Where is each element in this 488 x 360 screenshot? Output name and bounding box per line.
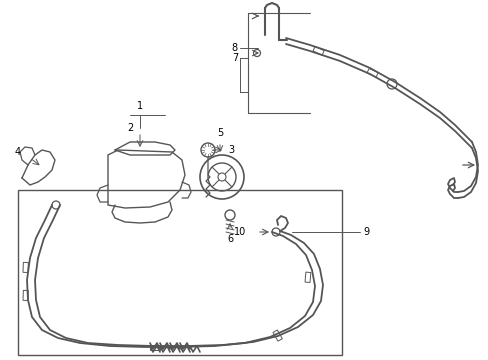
Bar — [23, 262, 28, 273]
Text: 3: 3 — [227, 145, 234, 155]
Text: 8: 8 — [231, 43, 238, 53]
Text: 10: 10 — [233, 227, 245, 237]
Text: 4: 4 — [15, 147, 21, 157]
Text: 5: 5 — [217, 128, 223, 138]
Text: 7: 7 — [231, 53, 238, 63]
Bar — [312, 46, 324, 55]
Bar — [305, 272, 310, 283]
Text: 6: 6 — [226, 234, 233, 244]
Bar — [23, 290, 28, 301]
Text: 1: 1 — [137, 101, 143, 111]
Bar — [272, 330, 282, 341]
Bar — [366, 68, 377, 77]
Text: 9: 9 — [362, 227, 368, 237]
Text: 2: 2 — [126, 123, 133, 133]
Bar — [18, 190, 341, 355]
Bar — [150, 345, 160, 350]
